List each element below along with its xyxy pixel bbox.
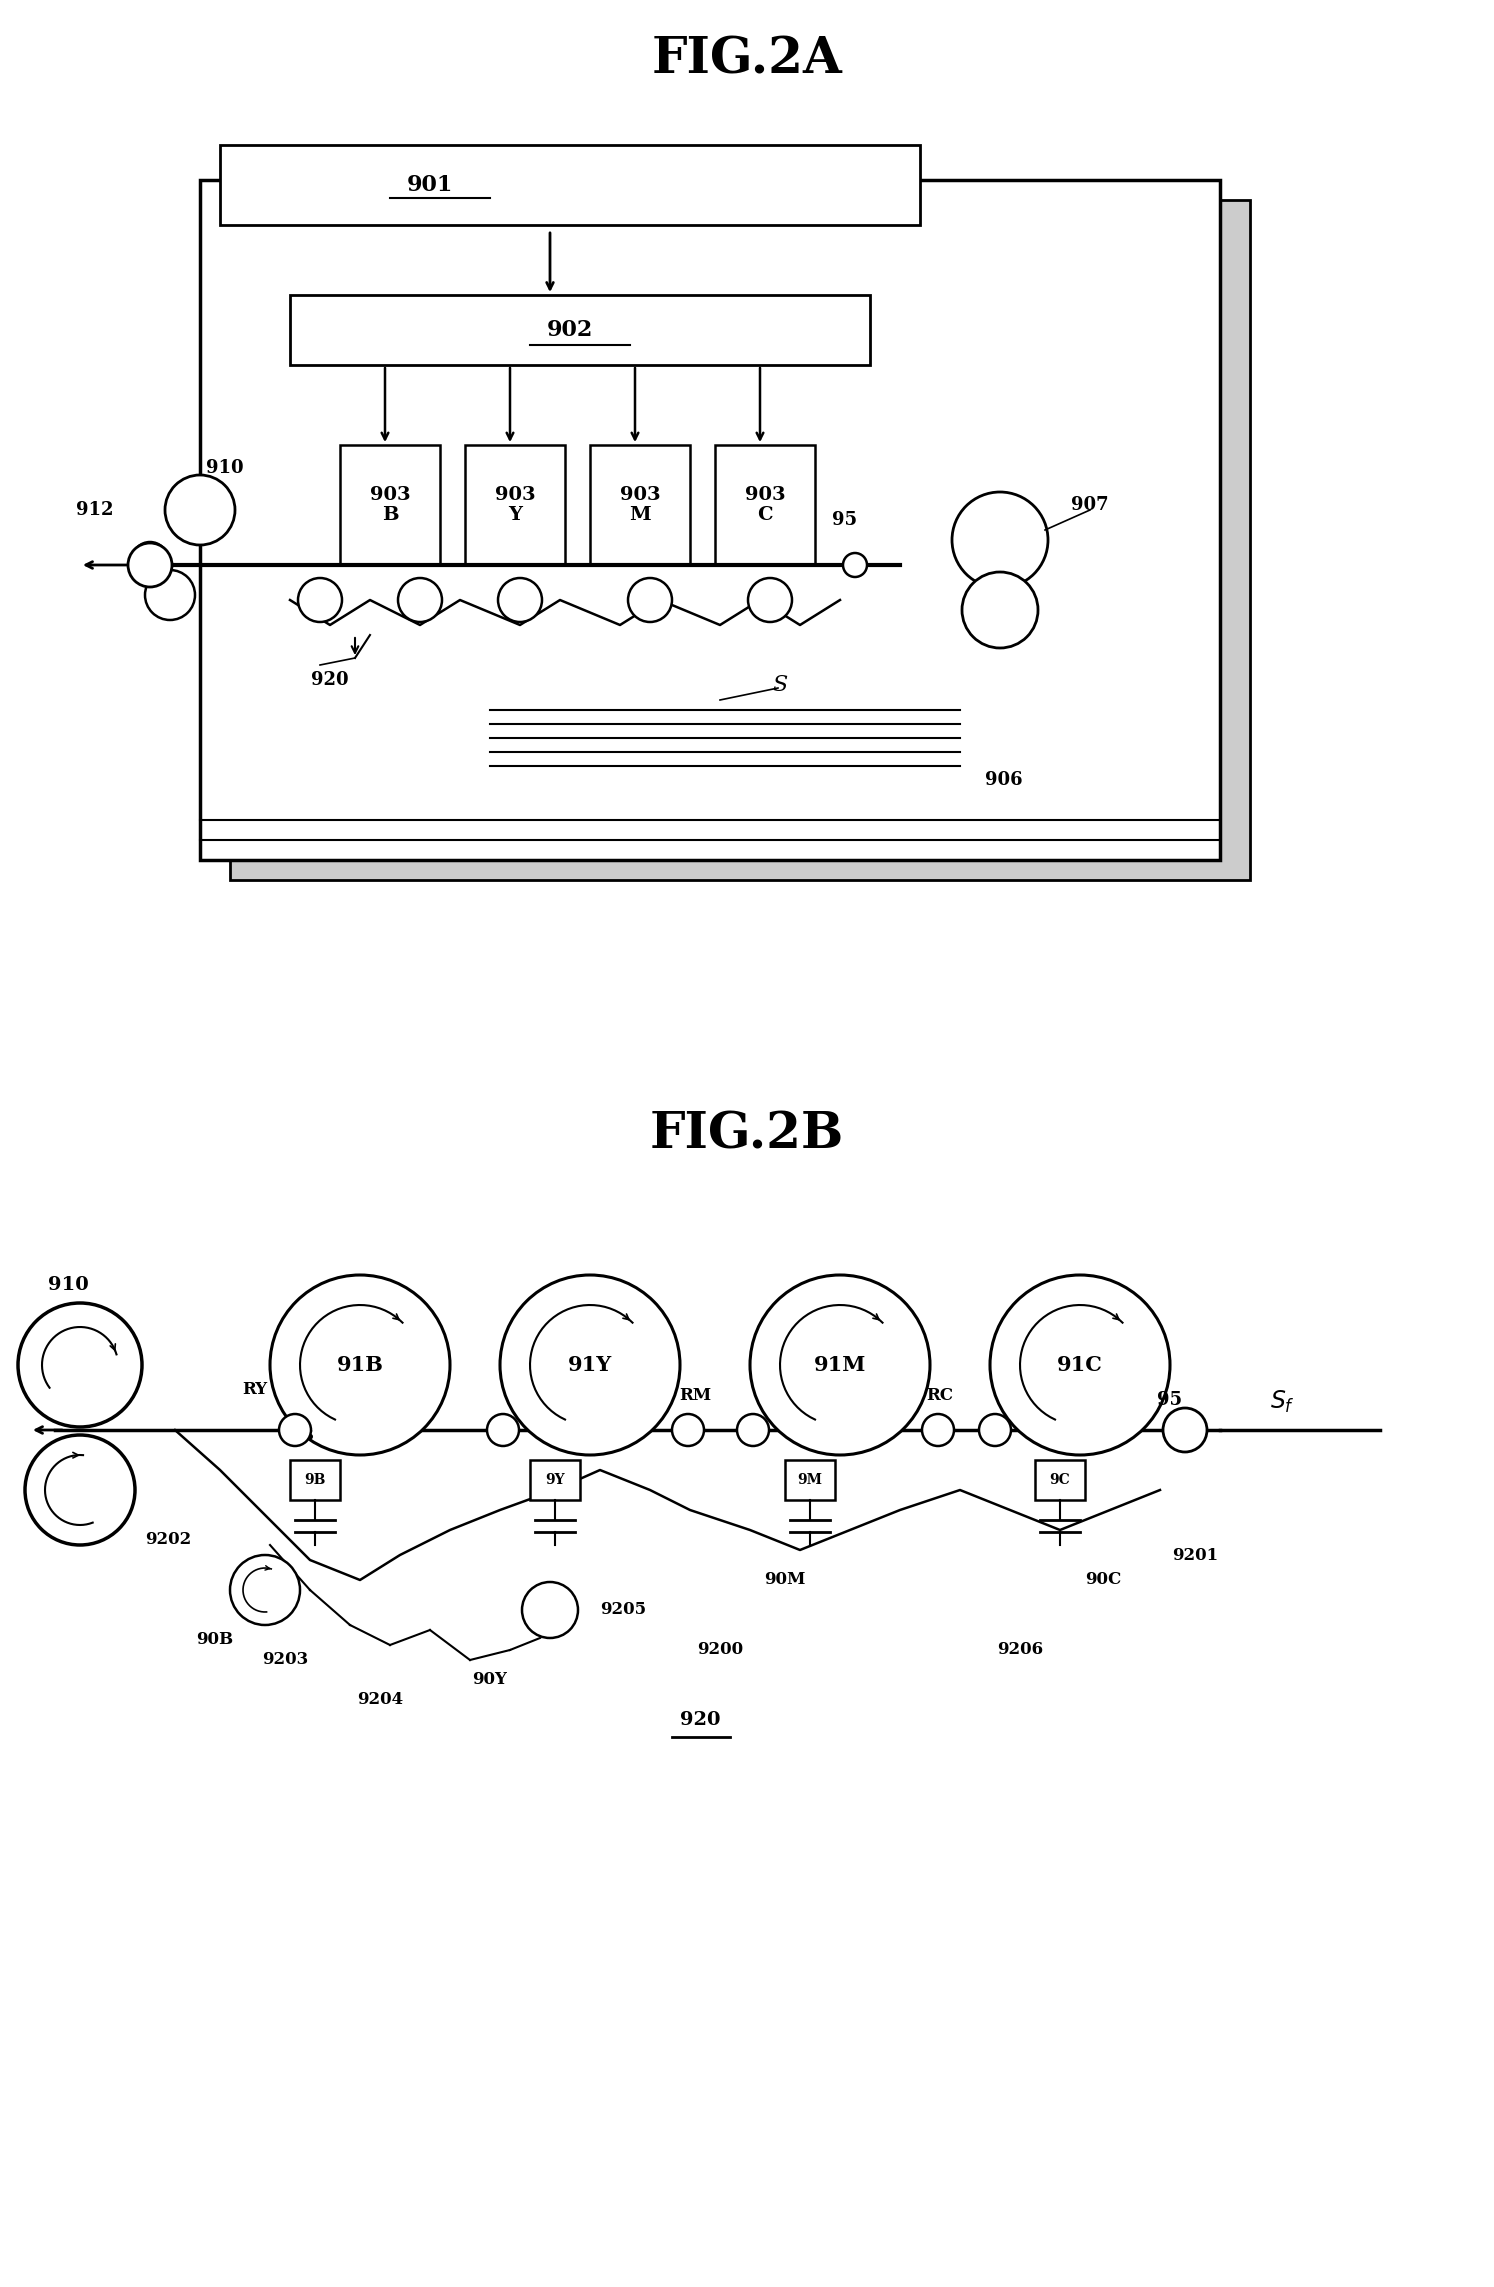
Bar xyxy=(200,181,1221,860)
Text: 95: 95 xyxy=(1158,1390,1183,1409)
Text: 903
C: 903 C xyxy=(744,485,786,524)
Circle shape xyxy=(164,476,235,544)
Circle shape xyxy=(748,579,792,622)
Text: 901: 901 xyxy=(406,174,453,197)
Text: 9205: 9205 xyxy=(601,1601,645,1619)
Bar xyxy=(590,446,690,565)
Circle shape xyxy=(1162,1409,1207,1452)
Text: 91B: 91B xyxy=(336,1354,384,1374)
Circle shape xyxy=(25,1434,134,1546)
Circle shape xyxy=(737,1413,769,1445)
Circle shape xyxy=(521,1583,578,1637)
Text: 9206: 9206 xyxy=(996,1642,1043,1658)
Text: RC: RC xyxy=(926,1386,953,1404)
Text: 95: 95 xyxy=(832,510,858,528)
Circle shape xyxy=(979,1413,1011,1445)
Bar xyxy=(220,144,920,224)
Bar xyxy=(341,446,441,565)
Circle shape xyxy=(750,1274,929,1455)
Text: 90M: 90M xyxy=(765,1571,805,1589)
Text: 912: 912 xyxy=(76,501,114,519)
Circle shape xyxy=(498,579,542,622)
Circle shape xyxy=(952,492,1047,588)
Circle shape xyxy=(270,1274,450,1455)
Text: 903
M: 903 M xyxy=(620,485,660,524)
Text: 9203: 9203 xyxy=(261,1651,308,1670)
Text: 9B: 9B xyxy=(305,1473,326,1487)
Circle shape xyxy=(922,1413,955,1445)
Text: 9201: 9201 xyxy=(1171,1546,1218,1564)
Text: 9M: 9M xyxy=(798,1473,823,1487)
Bar xyxy=(465,446,565,565)
Text: 91M: 91M xyxy=(814,1354,867,1374)
Circle shape xyxy=(843,553,867,576)
Text: FIG.2A: FIG.2A xyxy=(651,37,843,85)
Text: 91Y: 91Y xyxy=(568,1354,613,1374)
Text: 907: 907 xyxy=(1071,496,1109,515)
Bar xyxy=(290,1459,341,1500)
Text: FIG.2B: FIG.2B xyxy=(650,1111,844,1160)
Circle shape xyxy=(627,579,672,622)
Circle shape xyxy=(487,1413,518,1445)
Text: 906: 906 xyxy=(985,771,1022,789)
Circle shape xyxy=(991,1274,1170,1455)
Text: 9204: 9204 xyxy=(357,1692,403,1708)
Text: $S_f$: $S_f$ xyxy=(1270,1388,1295,1416)
Circle shape xyxy=(397,579,442,622)
Text: 9200: 9200 xyxy=(696,1642,743,1658)
Text: RB: RB xyxy=(285,1427,314,1443)
Bar xyxy=(784,1459,835,1500)
Text: 910: 910 xyxy=(48,1276,88,1294)
Circle shape xyxy=(230,1555,300,1626)
Text: RM: RM xyxy=(678,1386,711,1404)
Bar xyxy=(290,295,870,366)
Text: RY: RY xyxy=(242,1381,267,1397)
Text: 9C: 9C xyxy=(1050,1473,1070,1487)
Text: 903
B: 903 B xyxy=(369,485,411,524)
Text: 90C: 90C xyxy=(1085,1571,1122,1589)
Text: 90B: 90B xyxy=(196,1631,233,1649)
Text: 920: 920 xyxy=(680,1711,720,1729)
Bar xyxy=(1035,1459,1085,1500)
Circle shape xyxy=(128,542,172,588)
Text: 9Y: 9Y xyxy=(545,1473,565,1487)
Text: 90Y: 90Y xyxy=(472,1672,508,1688)
Text: 910: 910 xyxy=(206,460,244,478)
Circle shape xyxy=(279,1413,311,1445)
Circle shape xyxy=(500,1274,680,1455)
Text: 91C: 91C xyxy=(1058,1354,1103,1374)
Bar xyxy=(716,446,816,565)
Bar xyxy=(230,199,1250,880)
Text: 9202: 9202 xyxy=(145,1532,191,1548)
Circle shape xyxy=(297,579,342,622)
Circle shape xyxy=(18,1304,142,1427)
Circle shape xyxy=(145,569,196,620)
Circle shape xyxy=(962,572,1038,647)
Bar xyxy=(530,1459,580,1500)
Circle shape xyxy=(131,542,167,579)
Circle shape xyxy=(672,1413,704,1445)
Text: 902: 902 xyxy=(547,318,593,341)
Text: 920: 920 xyxy=(311,670,348,688)
Text: S: S xyxy=(772,675,787,695)
Text: 903
Y: 903 Y xyxy=(495,485,535,524)
